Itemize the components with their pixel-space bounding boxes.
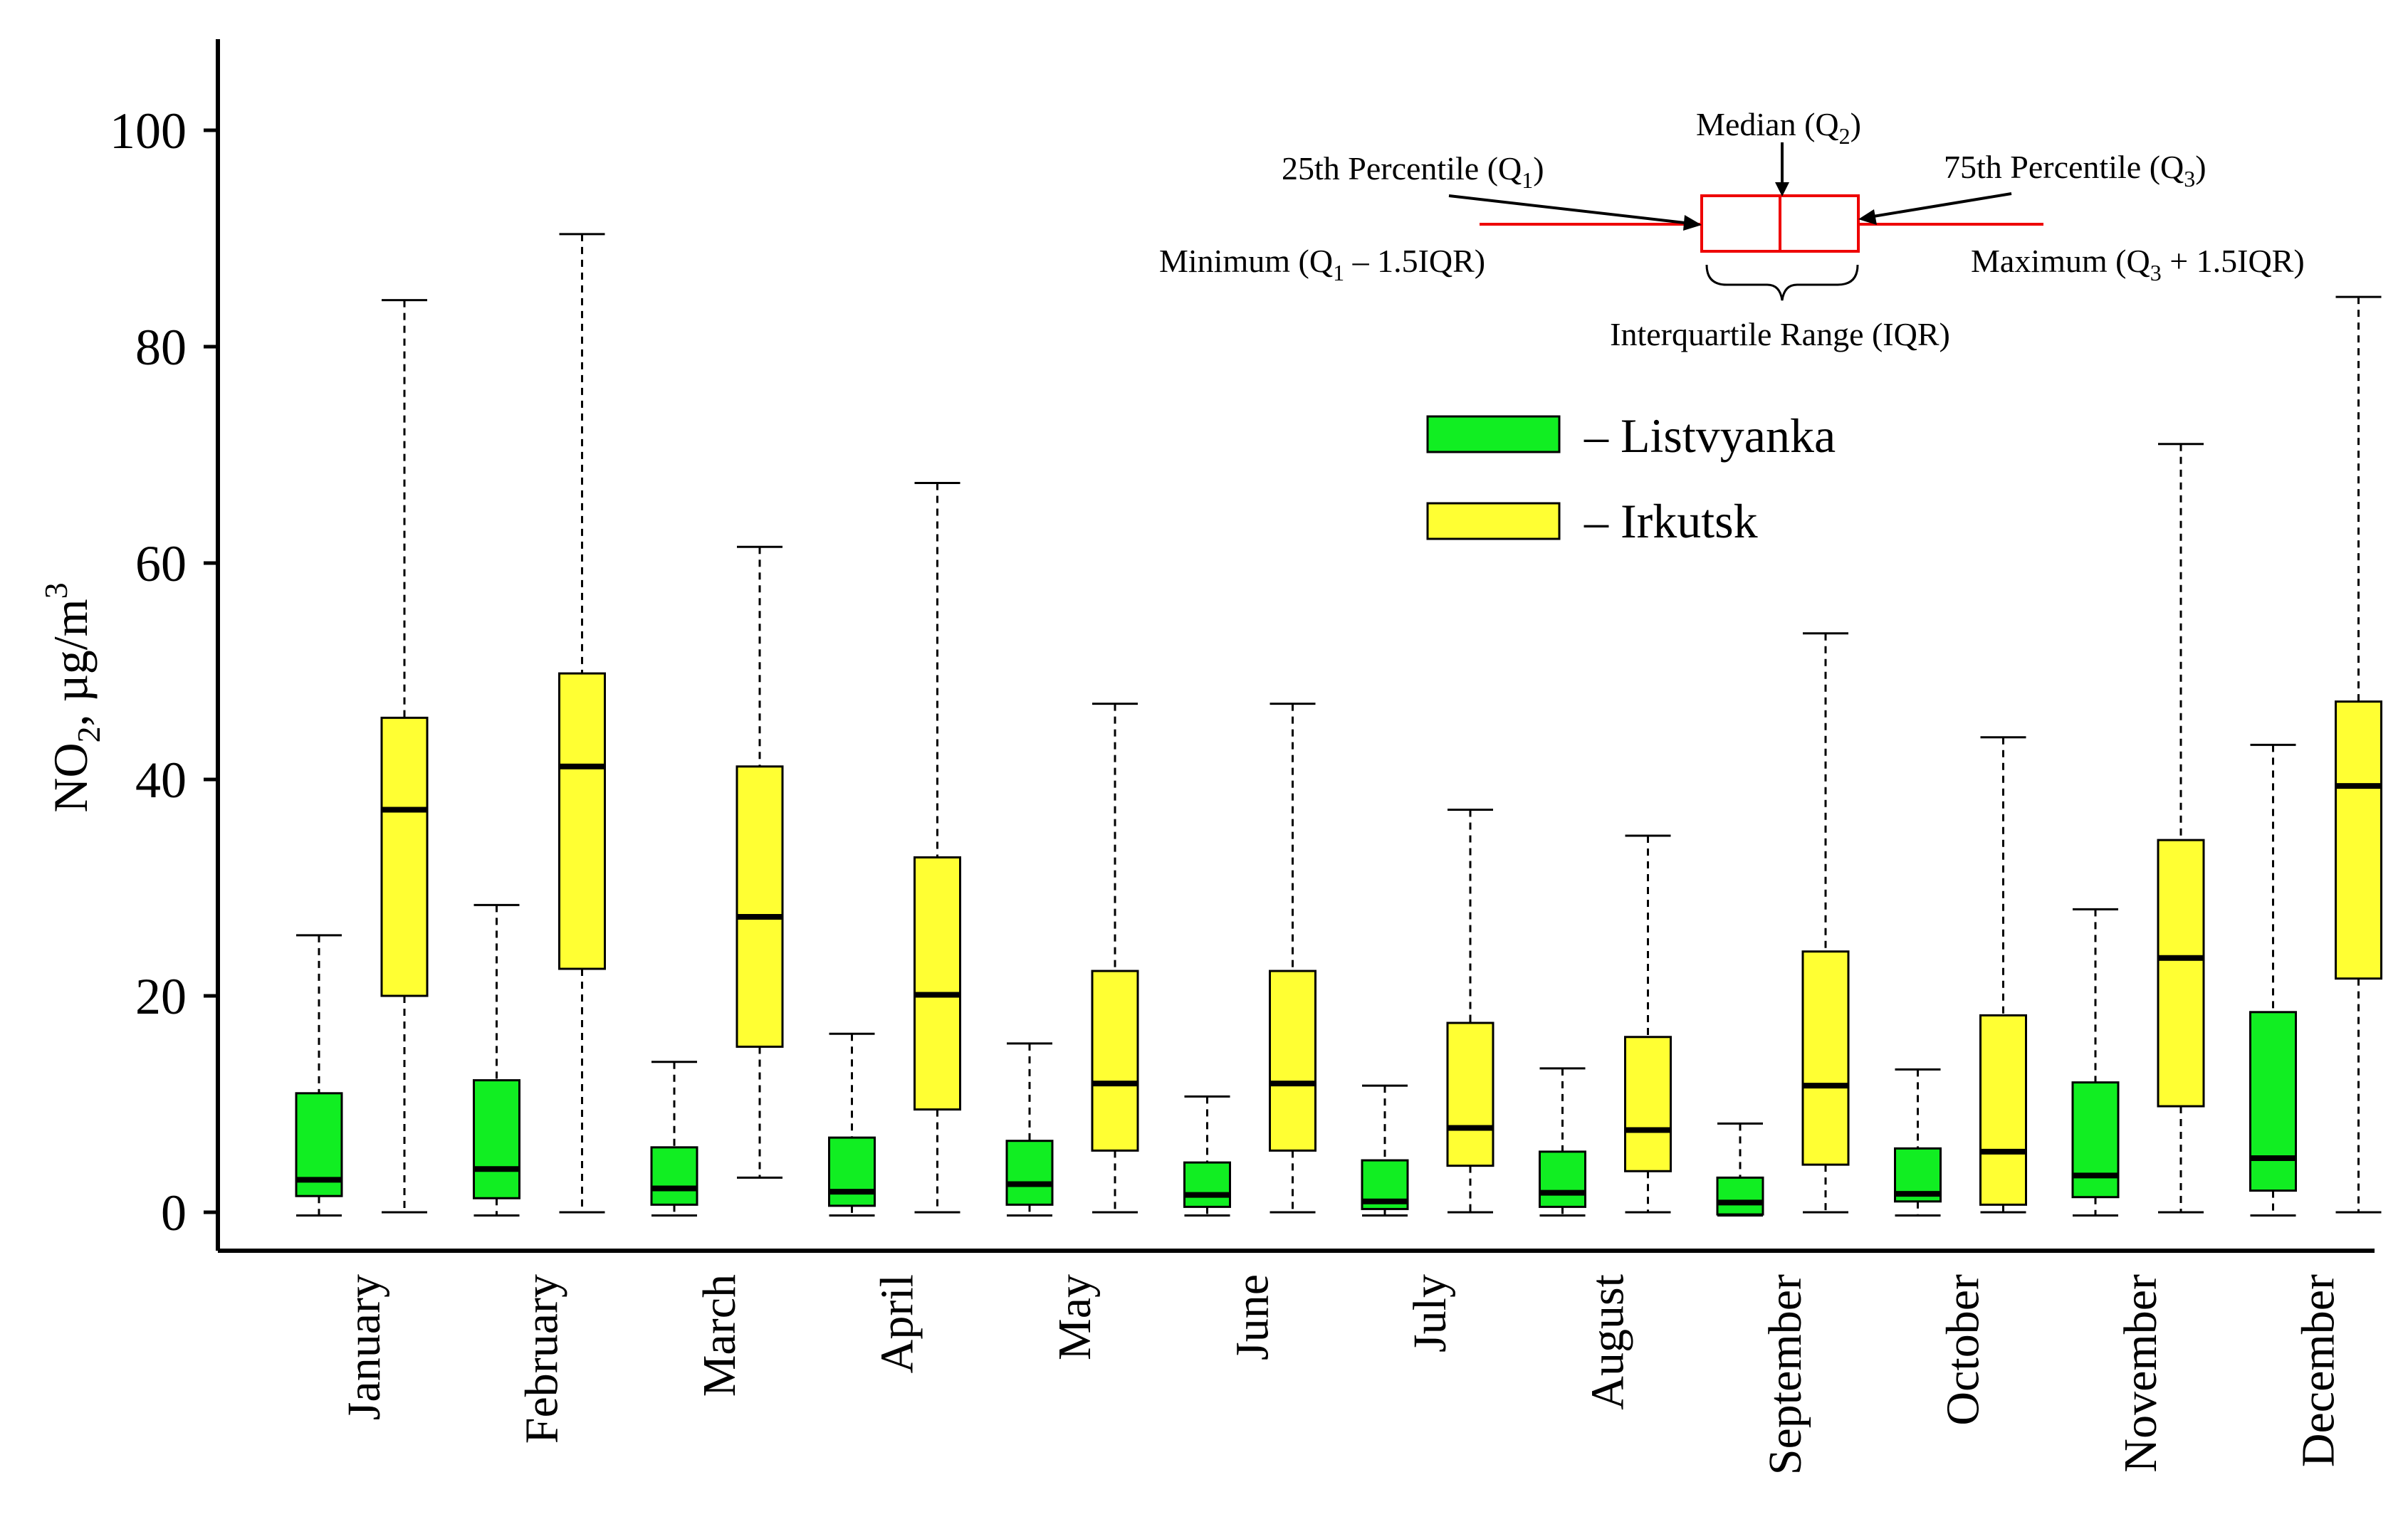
y-axis-ticks: 0 20 40 60 80 100 — [110, 103, 218, 1241]
month-label: January — [338, 1274, 390, 1420]
box-plots — [295, 233, 2382, 1217]
month-label: April — [871, 1274, 923, 1373]
axes — [216, 39, 2375, 1253]
month-label: August — [1582, 1274, 1634, 1410]
key-q1-label: 25th Percentile (Q1) — [1282, 150, 1544, 193]
month-label: September — [1759, 1274, 1811, 1475]
box-listvyanka — [1539, 1067, 1586, 1217]
month-label: June — [1227, 1274, 1279, 1360]
month-label: July — [1404, 1274, 1456, 1352]
iqr-box — [2249, 1011, 2297, 1192]
box-irkutsk — [1979, 736, 2027, 1214]
key-min-label: Minimum (Q1 – 1.5IQR) — [1159, 243, 1485, 285]
box-listvyanka — [1005, 1042, 1054, 1217]
box-listvyanka — [473, 903, 520, 1217]
box-irkutsk — [2335, 295, 2382, 1214]
box-irkutsk — [1091, 703, 1139, 1214]
y-tick-label: 0 — [161, 1185, 187, 1241]
month-label: February — [516, 1274, 568, 1444]
y-tick-label: 20 — [135, 968, 187, 1025]
box-irkutsk — [1446, 809, 1494, 1214]
legend: – Listvyanka – Irkutsk — [1426, 409, 1836, 548]
month-label: November — [2115, 1274, 2167, 1473]
box-listvyanka — [1716, 1122, 1764, 1217]
key-q3-label: 75th Percentile (Q3) — [1944, 149, 2207, 191]
month-label: October — [1937, 1274, 1989, 1426]
box-irkutsk — [1801, 632, 1850, 1214]
key-iqr-label: Interquartile Range (IQR) — [1610, 316, 1950, 352]
y-tick-label: 100 — [110, 103, 187, 159]
legend-label-listvyanka: – Listvyanka — [1583, 409, 1836, 463]
legend-swatch-irkutsk — [1426, 502, 1561, 540]
box-listvyanka — [1894, 1068, 1942, 1217]
y-tick-label: 40 — [135, 752, 187, 809]
iqr-box — [1801, 950, 1850, 1166]
y-tick-label: 80 — [135, 319, 187, 376]
iqr-box — [914, 856, 961, 1111]
month-label: March — [693, 1274, 745, 1397]
iqr-box — [828, 1136, 876, 1207]
boxplot-key: Median (Q2) 25th Percentile (Q1) 75th Pe… — [1159, 106, 2305, 352]
box-irkutsk — [914, 482, 961, 1214]
key-max-label: Maximum (Q3 + 1.5IQR) — [1971, 243, 2305, 285]
box-irkutsk — [1269, 703, 1316, 1214]
iqr-box — [558, 672, 606, 970]
key-iqr-brace — [1705, 264, 1859, 301]
box-listvyanka — [2249, 743, 2297, 1217]
box-listvyanka — [828, 1032, 876, 1217]
legend-label-irkutsk: – Irkutsk — [1583, 494, 1758, 548]
x-axis-month-labels: January February March April May June July Augu… — [338, 1274, 2345, 1475]
box-irkutsk — [2157, 443, 2205, 1214]
iqr-box — [1005, 1140, 1054, 1206]
key-q3-arrowhead — [1858, 209, 1877, 225]
month-label: December — [2293, 1274, 2345, 1467]
box-listvyanka — [650, 1061, 698, 1217]
y-tick-label: 60 — [135, 535, 187, 592]
key-q3-arrow — [1868, 192, 2012, 219]
iqr-box — [650, 1146, 698, 1206]
key-median-arrowhead — [1775, 182, 1789, 196]
box-irkutsk — [380, 299, 429, 1214]
iqr-box — [473, 1079, 520, 1199]
month-label: May — [1049, 1274, 1101, 1360]
box-listvyanka — [295, 934, 343, 1217]
box-listvyanka — [1361, 1084, 1409, 1217]
iqr-box — [1539, 1150, 1586, 1208]
y-axis-label: NO2, µg/m3 — [38, 582, 107, 812]
iqr-box — [2071, 1081, 2120, 1199]
box-irkutsk — [736, 545, 784, 1179]
iqr-box — [1716, 1176, 1764, 1216]
legend-swatch-listvyanka — [1426, 415, 1561, 453]
iqr-box — [1446, 1021, 1494, 1167]
iqr-box — [2335, 700, 2382, 980]
iqr-box — [1624, 1036, 1672, 1172]
iqr-box — [736, 765, 784, 1048]
iqr-box — [2157, 839, 2205, 1108]
box-irkutsk — [558, 233, 606, 1214]
iqr-box — [1183, 1161, 1231, 1208]
box-listvyanka — [1183, 1095, 1231, 1217]
iqr-box — [1979, 1014, 2027, 1206]
box-listvyanka — [2071, 908, 2120, 1217]
iqr-box — [380, 716, 429, 997]
iqr-box — [1091, 970, 1139, 1152]
box-irkutsk — [1624, 834, 1672, 1214]
iqr-box — [1269, 970, 1316, 1152]
key-median-label: Median (Q2) — [1696, 106, 1861, 149]
key-q1-arrow — [1448, 194, 1692, 225]
key-q1-arrowhead — [1683, 215, 1702, 231]
